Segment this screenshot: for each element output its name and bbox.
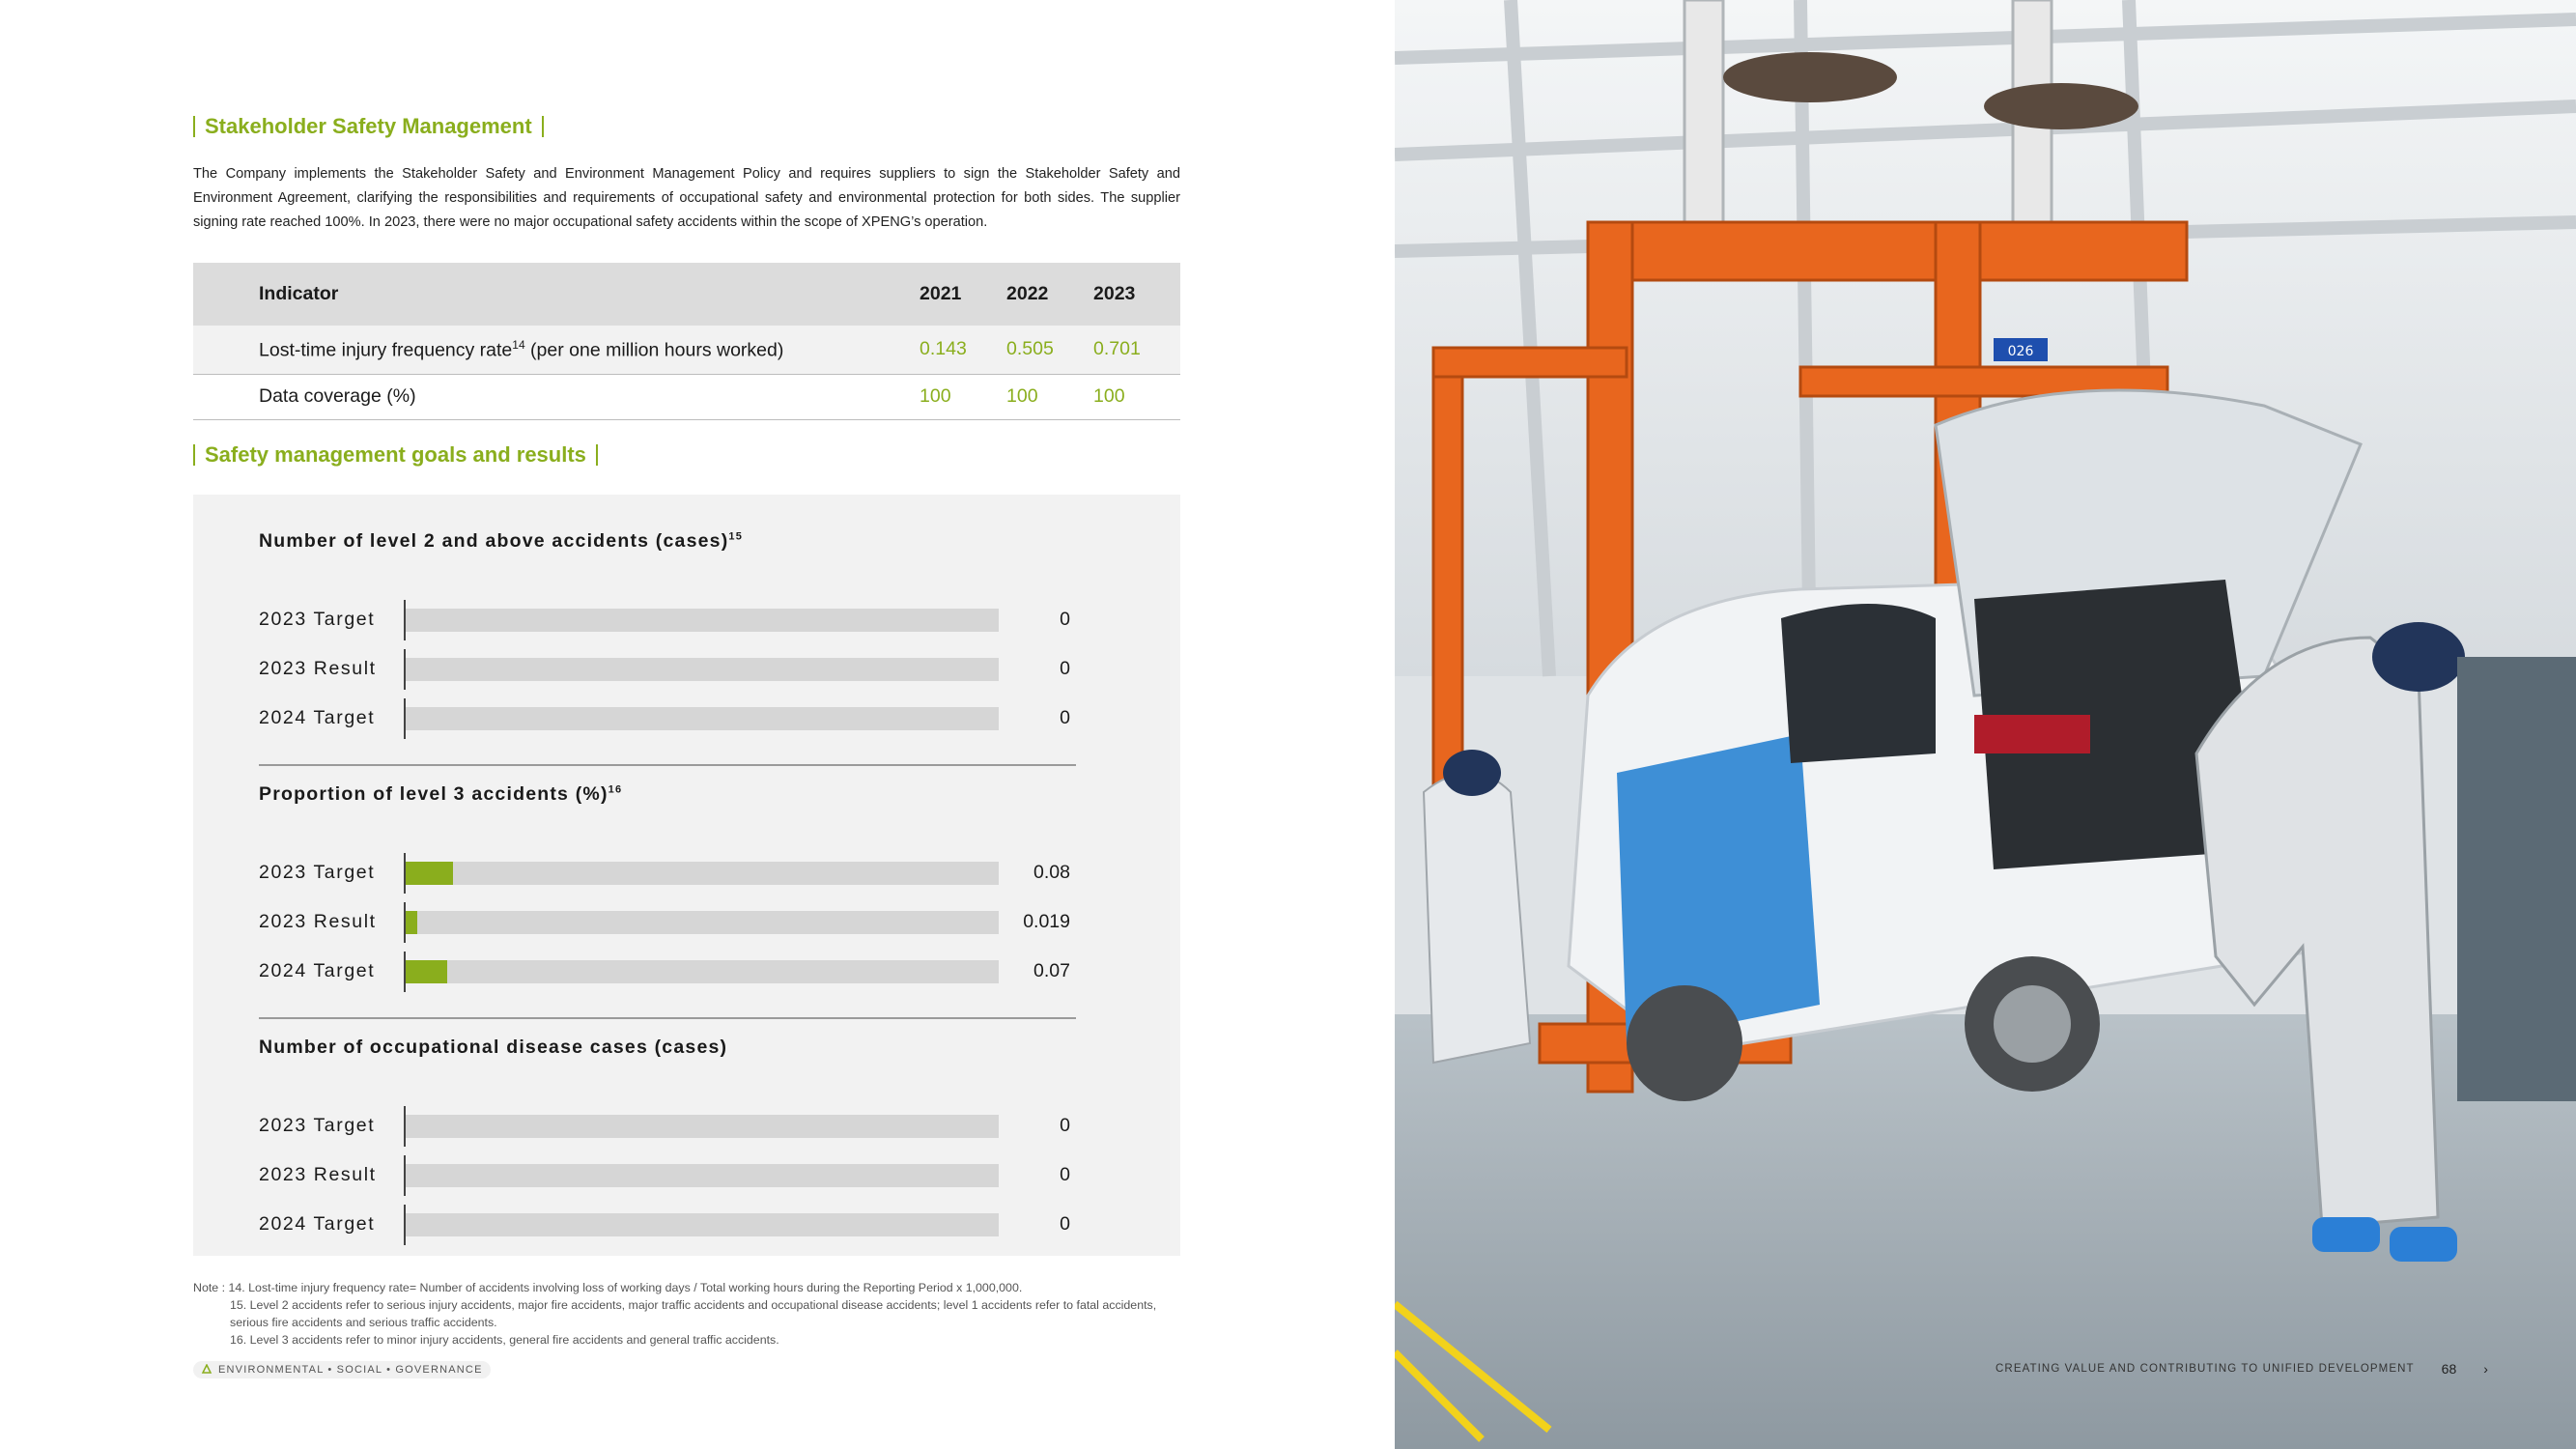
bar-track	[406, 707, 999, 730]
cell-value: 0.143	[920, 326, 1006, 375]
bar-axis-line	[404, 1155, 406, 1196]
section-heading-safety-goals: Safety management goals and results	[193, 442, 598, 468]
bar-fill	[406, 911, 417, 934]
header-2022: 2022	[1006, 263, 1093, 326]
chart-separator	[259, 1017, 1076, 1019]
bar-value-label: 0.07	[1033, 960, 1070, 981]
bar-fill	[406, 862, 453, 885]
bar-row: 2023 Result 0.019	[259, 902, 1070, 943]
heading-bar-left	[193, 116, 195, 137]
bar-row: 2024 Target 0.07	[259, 952, 1070, 992]
bar-category-label: 2023 Target	[259, 609, 376, 630]
section-heading-stakeholder-safety: Stakeholder Safety Management	[193, 114, 544, 139]
table-row: Lost-time injury frequency rate14 (per o…	[193, 326, 1180, 375]
header-2021: 2021	[920, 263, 1006, 326]
row-label: Lost-time injury frequency rate14 (per o…	[193, 326, 920, 375]
chart-title: Number of occupational disease cases (ca…	[259, 1037, 728, 1058]
header-indicator: Indicator	[193, 263, 920, 326]
bar-axis-line	[404, 853, 406, 894]
chart-title: Proportion of level 3 accidents (%)16	[259, 783, 623, 805]
safety-goals-panel: Number of level 2 and above accidents (c…	[193, 495, 1180, 1256]
footnote-14: Note : 14. Lost-time injury frequency ra…	[193, 1281, 1023, 1294]
intro-paragraph: The Company implements the Stakeholder S…	[193, 166, 1180, 230]
bar-row: 2023 Target 0.08	[259, 853, 1070, 894]
bar-axis-line	[404, 649, 406, 690]
heading-bar-left	[193, 444, 195, 466]
recycle-leaf-icon	[201, 1363, 212, 1376]
bar-track	[406, 609, 999, 632]
bar-value-label: 0.08	[1033, 862, 1070, 883]
page-number: 68	[2441, 1361, 2457, 1377]
table-header-row: Indicator 2021 2022 2023	[193, 263, 1180, 326]
bar-category-label: 2024 Target	[259, 707, 376, 728]
bar-axis-line	[404, 952, 406, 992]
footnote-16: 16. Level 3 accidents refer to minor inj…	[230, 1333, 779, 1347]
bar-row: 2023 Target 0	[259, 1106, 1070, 1147]
footer-esg-tag: ENVIRONMENTAL • SOCIAL • GOVERNANCE	[193, 1361, 491, 1378]
bar-track	[406, 658, 999, 681]
section-title: Safety management goals and results	[205, 442, 586, 467]
cell-value: 100	[1093, 374, 1180, 420]
bar-value-label: 0	[1060, 707, 1070, 728]
next-page-chevron-icon[interactable]: ›	[2483, 1361, 2489, 1377]
bar-value-label: 0.019	[1023, 911, 1070, 932]
bar-value-label: 0	[1060, 1115, 1070, 1136]
bar-category-label: 2023 Result	[259, 658, 377, 679]
chart-title: Number of level 2 and above accidents (c…	[259, 530, 744, 552]
cell-value: 100	[920, 374, 1006, 420]
heading-bar-right	[595, 444, 598, 466]
bar-row: 2023 Target 0	[259, 600, 1070, 640]
bar-track	[406, 862, 999, 885]
bar-category-label: 2024 Target	[259, 960, 376, 981]
bar-track	[406, 911, 999, 934]
report-left-page: Stakeholder Safety Management The Compan…	[193, 114, 1180, 1378]
bar-axis-line	[404, 1205, 406, 1245]
bar-category-label: 2023 Target	[259, 862, 376, 883]
bar-category-label: 2023 Result	[259, 911, 377, 932]
header-2023: 2023	[1093, 263, 1180, 326]
bar-axis-line	[404, 902, 406, 943]
bar-category-label: 2023 Target	[259, 1115, 376, 1136]
footer-right: CREATING VALUE AND CONTRIBUTING TO UNIFI…	[1996, 1361, 2489, 1377]
hanger-sign: 026	[2008, 344, 2034, 359]
cell-value: 0.505	[1006, 326, 1093, 375]
chart-separator	[259, 764, 1076, 766]
factory-photo: 026	[1395, 0, 2576, 1449]
footnotes: Note : 14. Lost-time injury frequency ra…	[193, 1279, 1180, 1349]
footer-right-text: CREATING VALUE AND CONTRIBUTING TO UNIFI…	[1996, 1363, 2415, 1375]
bar-track	[406, 960, 999, 983]
bar-category-label: 2023 Result	[259, 1164, 377, 1185]
bar-row: 2023 Result 0	[259, 1155, 1070, 1196]
row-label: Data coverage (%)	[193, 374, 920, 420]
cell-value: 0.701	[1093, 326, 1180, 375]
bar-row: 2024 Target 0	[259, 698, 1070, 739]
cell-value: 100	[1006, 374, 1093, 420]
indicator-table: Indicator 2021 2022 2023 Lost-time injur…	[193, 263, 1180, 420]
bar-category-label: 2024 Target	[259, 1213, 376, 1235]
section-title: Stakeholder Safety Management	[205, 114, 532, 138]
bar-value-label: 0	[1060, 1213, 1070, 1235]
bar-row: 2023 Result 0	[259, 649, 1070, 690]
assembly-line-illustration: 026	[1395, 0, 2576, 1449]
bar-axis-line	[404, 600, 406, 640]
footnote-15: 15. Level 2 accidents refer to serious i…	[230, 1298, 1157, 1329]
heading-bar-right	[541, 116, 544, 137]
table-row: Data coverage (%) 100 100 100	[193, 374, 1180, 420]
bar-axis-line	[404, 1106, 406, 1147]
bar-value-label: 0	[1060, 1164, 1070, 1185]
footer-left-text: ENVIRONMENTAL • SOCIAL • GOVERNANCE	[218, 1364, 483, 1376]
bar-track	[406, 1213, 999, 1236]
bar-track	[406, 1164, 999, 1187]
bar-axis-line	[404, 698, 406, 739]
bar-value-label: 0	[1060, 658, 1070, 679]
bar-track	[406, 1115, 999, 1138]
bar-row: 2024 Target 0	[259, 1205, 1070, 1245]
bar-value-label: 0	[1060, 609, 1070, 630]
bar-fill	[406, 960, 447, 983]
